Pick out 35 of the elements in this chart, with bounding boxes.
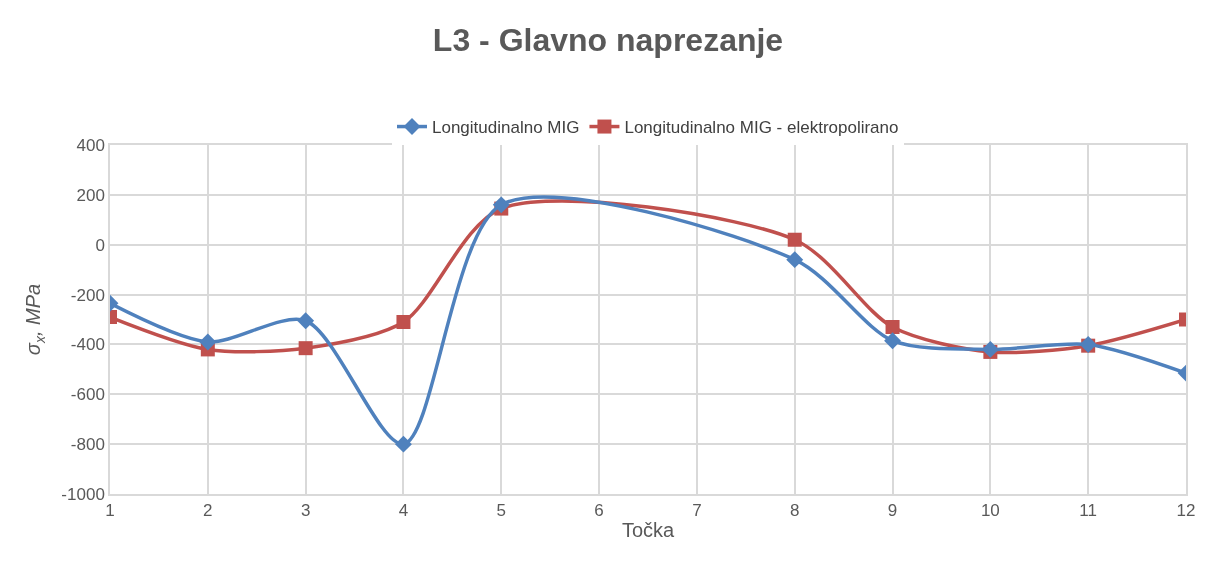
point <box>199 333 217 351</box>
x-tick-label: 10 <box>980 501 1000 521</box>
y-tick-label: -200 <box>70 285 105 305</box>
point <box>981 340 999 358</box>
x-tick-label: 8 <box>790 501 800 521</box>
x-tick-label: 5 <box>496 501 506 521</box>
y-tick-label: 400 <box>76 135 105 155</box>
point <box>884 332 901 350</box>
y-tick-label: -400 <box>70 335 105 355</box>
chart-title: L3 - Glavno naprezanje <box>432 21 784 58</box>
point <box>396 314 411 329</box>
point <box>787 232 802 247</box>
legend-label: Longitudinalno MIG - elektropolirano <box>624 118 899 138</box>
x-tick-label: 1 <box>105 501 115 521</box>
legend-label: Longitudinalno MIG <box>432 118 580 138</box>
x-tick-label: 12 <box>1176 501 1196 521</box>
x-tick-label: 7 <box>692 501 702 521</box>
point <box>885 319 900 334</box>
point <box>298 341 313 356</box>
y-tick-label: 0 <box>95 235 105 255</box>
x-tick-label: 11 <box>1079 501 1098 521</box>
y-tick-label: 200 <box>76 185 105 205</box>
x-tick-label: 9 <box>887 501 898 521</box>
y-tick-label: -1000 <box>61 484 105 504</box>
y-tick-label: -600 <box>70 385 105 405</box>
x-tick-label: 4 <box>398 501 409 521</box>
point <box>395 435 412 453</box>
x-tick-label: 3 <box>300 501 311 521</box>
x-axis-title: Točka <box>621 519 675 542</box>
y-tick-label: -800 <box>70 435 105 455</box>
point <box>492 196 510 214</box>
point <box>297 312 315 330</box>
x-tick-label: 6 <box>594 501 604 521</box>
x-tick-label: 2 <box>203 501 213 521</box>
point <box>786 251 804 269</box>
